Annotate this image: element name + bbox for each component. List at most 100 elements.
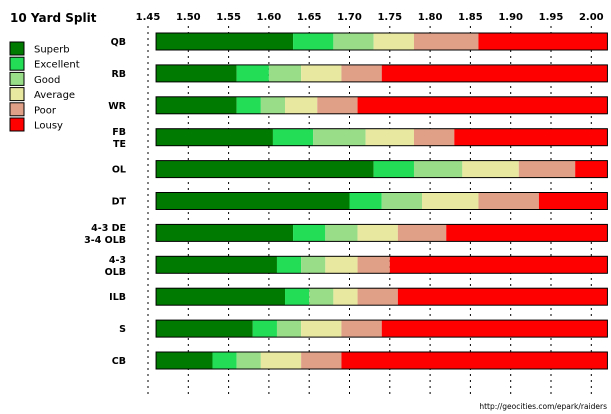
bar-segment-poor [413, 128, 455, 146]
x-tick-label: 1.70 [337, 12, 362, 23]
bar-segment-superb [156, 288, 286, 306]
bar-outline [155, 32, 608, 51]
legend-label: Poor [34, 105, 57, 116]
bar-segment-poor [413, 33, 479, 50]
bar-segment-good [236, 352, 261, 369]
bar-segment-excellent [236, 96, 261, 114]
bar-segment-poor [357, 288, 398, 306]
legend-label: Lousy [34, 121, 63, 132]
legend-label: Superb [34, 45, 70, 56]
bar-segment-lousy [446, 224, 608, 242]
legend-label: Good [34, 75, 60, 86]
bar-segment-excellent [236, 64, 269, 82]
position-label: S [119, 324, 126, 335]
bar-segment-excellent [212, 352, 237, 369]
x-tick-label: 1.55 [216, 12, 241, 23]
bar-segment-superb [156, 128, 273, 146]
bar-segment-poor [341, 320, 382, 338]
bar-segment-average [373, 33, 414, 50]
bar-segment-lousy [389, 256, 608, 274]
bar-segment-good [333, 33, 374, 50]
position-label: 3-4 OLB [84, 235, 126, 246]
bar-outline [155, 255, 608, 274]
x-tick-label: 1.50 [176, 12, 201, 23]
bar-segment-good [260, 96, 286, 114]
position-label: DT [112, 197, 127, 208]
bar-outline [155, 319, 608, 338]
x-tick-label: 1.65 [297, 12, 322, 23]
bar-outline [155, 287, 608, 306]
bar-segment-superb [156, 320, 253, 338]
legend-swatch-excellent [9, 56, 25, 71]
bar-segment-poor [341, 64, 382, 82]
bar-segment-lousy [381, 64, 608, 82]
bar-segment-lousy [478, 33, 608, 50]
bar-segment-poor [301, 352, 342, 369]
bar-segment-superb [156, 224, 294, 242]
bar-segment-superb [156, 352, 213, 369]
x-tick-label: 1.85 [458, 12, 483, 23]
position-row: S [119, 319, 608, 338]
bar-segment-poor [317, 96, 358, 114]
position-label: RB [111, 69, 126, 80]
bar-segment-superb [156, 160, 374, 178]
bar-segment-poor [478, 192, 539, 210]
position-row: 4-3 DE3-4 OLB [84, 223, 608, 246]
bar-segment-average [301, 64, 342, 82]
bar-segment-good [276, 320, 302, 338]
bar-segment-average [333, 288, 358, 306]
position-label: FB [112, 127, 126, 138]
bar-segment-good [313, 128, 366, 146]
legend-label: Excellent [34, 60, 80, 71]
legend-swatch-good [9, 71, 25, 86]
bar-outline [155, 96, 608, 115]
bar-segment-excellent [252, 320, 277, 338]
bar-outline [155, 192, 608, 210]
position-label: WR [108, 101, 126, 112]
bar-segment-lousy [341, 352, 608, 369]
position-row: QB [111, 32, 608, 51]
bar-outline [155, 160, 608, 179]
bar-segment-good [413, 160, 463, 178]
position-label: OLB [105, 267, 126, 278]
bar-segment-average [301, 320, 342, 338]
x-tick-label: 1.75 [377, 12, 402, 23]
bar-segment-excellent [293, 224, 326, 242]
bar-segment-average [422, 192, 479, 210]
x-tick-label: 2.00 [579, 12, 604, 23]
position-row: OL [112, 160, 608, 179]
bar-segment-average [260, 352, 302, 369]
x-tick-label: 1.60 [257, 12, 282, 23]
position-label: 4-3 DE [91, 223, 126, 234]
bar-segment-average [462, 160, 519, 178]
bar-segment-good [301, 256, 326, 274]
legend: Superb Excellent Good Average Poor Lousy [9, 41, 80, 132]
bar-segment-average [285, 96, 318, 114]
bar-outline [155, 223, 608, 242]
bar-segment-lousy [538, 192, 608, 210]
position-row: ILB [109, 287, 608, 306]
bar-segment-superb [156, 33, 294, 50]
bar-segment-superb [156, 64, 237, 82]
bar-segment-good [325, 224, 358, 242]
bar-segment-good [381, 192, 423, 210]
bar-segment-excellent [285, 288, 310, 306]
position-row: CB [112, 351, 608, 370]
bar-segment-excellent [276, 256, 302, 274]
position-label: TE [113, 139, 126, 150]
bar-outline [155, 351, 608, 370]
bar-segment-superb [156, 256, 277, 274]
bar-outline [155, 128, 608, 147]
x-tick-label: 1.80 [418, 12, 443, 23]
bar-outline [155, 64, 608, 83]
bar-segment-excellent [293, 33, 334, 50]
position-label: ILB [109, 292, 126, 303]
x-axis-ticks: 1.45 1.50 1.55 1.60 1.65 1.70 1.75 1.80 1.85 1.90… [136, 12, 604, 23]
bar-segment-average [365, 128, 414, 146]
bar-segment-poor [518, 160, 576, 178]
bar-segment-lousy [397, 288, 608, 306]
